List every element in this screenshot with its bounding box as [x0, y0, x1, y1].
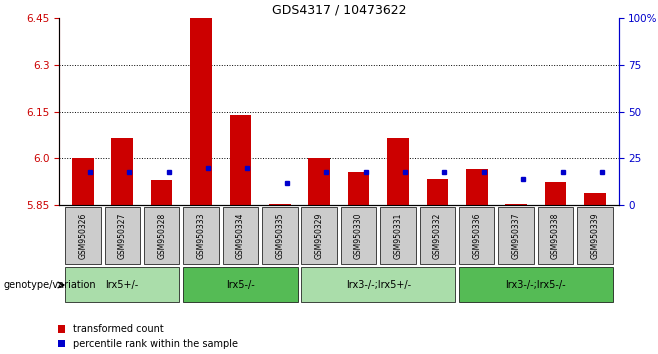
Text: GSM950328: GSM950328: [157, 212, 166, 258]
Bar: [190, 18, 212, 205]
Bar: [538, 206, 573, 264]
Text: lrx5-/-: lrx5-/-: [226, 280, 255, 290]
Bar: [301, 206, 337, 264]
Bar: [301, 268, 455, 302]
Bar: [222, 206, 258, 264]
Bar: [184, 268, 297, 302]
Text: lrx3-/-;lrx5-/-: lrx3-/-;lrx5-/-: [505, 280, 566, 290]
Bar: [309, 159, 330, 205]
Bar: [65, 268, 180, 302]
Bar: [269, 204, 291, 205]
Bar: [262, 206, 297, 264]
Text: GSM950326: GSM950326: [78, 212, 88, 259]
Bar: [65, 206, 101, 264]
Bar: [466, 169, 488, 205]
Text: GSM950331: GSM950331: [393, 212, 403, 259]
Text: GSM950336: GSM950336: [472, 212, 481, 259]
Bar: [144, 206, 180, 264]
Bar: [420, 206, 455, 264]
Text: GSM950332: GSM950332: [433, 212, 442, 259]
Text: GSM950333: GSM950333: [197, 212, 205, 259]
Text: GSM950329: GSM950329: [315, 212, 324, 259]
Bar: [341, 206, 376, 264]
Bar: [111, 138, 133, 205]
Bar: [584, 193, 606, 205]
Bar: [184, 206, 218, 264]
Text: genotype/variation: genotype/variation: [3, 280, 96, 290]
Bar: [505, 204, 527, 205]
Bar: [459, 206, 494, 264]
Text: lrx5+/-: lrx5+/-: [106, 280, 139, 290]
Bar: [545, 182, 567, 205]
Text: GSM950335: GSM950335: [275, 212, 284, 259]
Bar: [577, 206, 613, 264]
Bar: [230, 115, 251, 205]
Bar: [105, 206, 140, 264]
Text: GSM950338: GSM950338: [551, 212, 560, 259]
Bar: [387, 138, 409, 205]
Title: GDS4317 / 10473622: GDS4317 / 10473622: [272, 4, 406, 17]
Legend: transformed count, percentile rank within the sample: transformed count, percentile rank withi…: [57, 324, 238, 349]
Text: GSM950330: GSM950330: [354, 212, 363, 259]
Text: GSM950334: GSM950334: [236, 212, 245, 259]
Bar: [459, 268, 613, 302]
Bar: [498, 206, 534, 264]
Bar: [426, 179, 448, 205]
Bar: [380, 206, 416, 264]
Text: GSM950327: GSM950327: [118, 212, 127, 259]
Bar: [72, 159, 93, 205]
Bar: [151, 180, 172, 205]
Text: GSM950339: GSM950339: [590, 212, 599, 259]
Text: lrx3-/-;lrx5+/-: lrx3-/-;lrx5+/-: [345, 280, 411, 290]
Text: GSM950337: GSM950337: [512, 212, 520, 259]
Bar: [347, 172, 369, 205]
